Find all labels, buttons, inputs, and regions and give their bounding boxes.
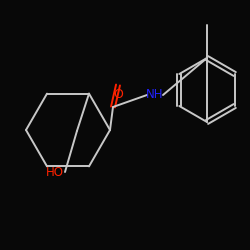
Text: HO: HO bbox=[46, 166, 64, 178]
Text: O: O bbox=[113, 88, 123, 102]
Text: NH: NH bbox=[146, 88, 164, 102]
